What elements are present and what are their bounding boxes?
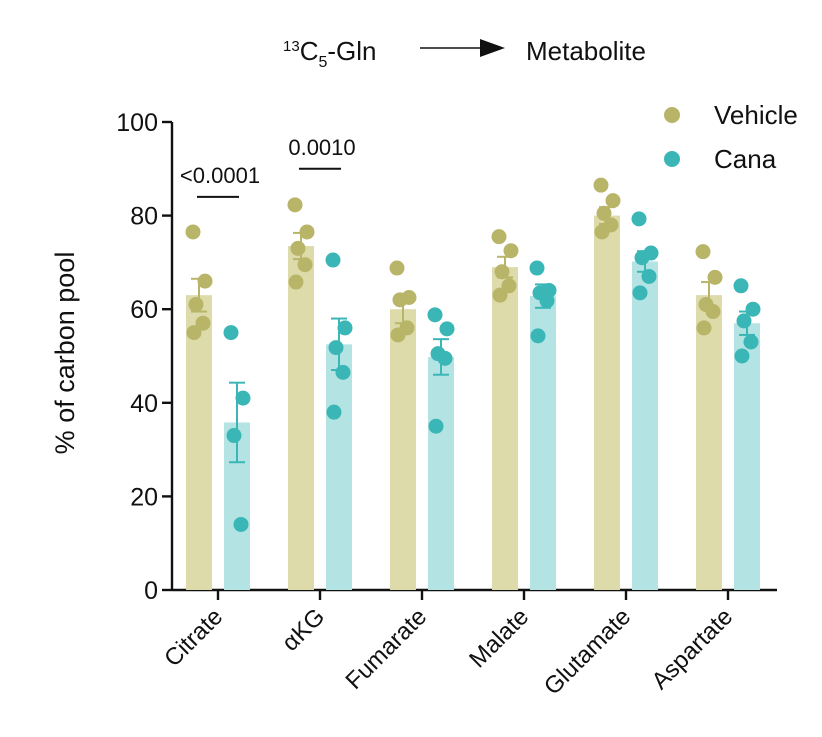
point-cana [335, 364, 351, 380]
bar-vehicle [288, 246, 314, 590]
bars [186, 215, 760, 590]
y-axis-label: % of carbon pool [50, 252, 80, 455]
point-vehicle [185, 224, 201, 240]
bar-cana [734, 323, 760, 590]
bar-cana [632, 261, 658, 590]
bar-vehicle [594, 215, 620, 590]
p-value-label: 0.0010 [288, 135, 355, 160]
x-tick-label: Aspartate [647, 603, 739, 695]
y-tick-label: 20 [130, 483, 158, 511]
legend-label-vehicle: Vehicle [714, 100, 798, 130]
x-tick-label: Malate [464, 603, 534, 673]
legend-swatch-vehicle [664, 107, 680, 123]
point-cana [437, 350, 453, 366]
point-cana [736, 313, 752, 329]
y-tick-label: 0 [144, 577, 158, 605]
point-vehicle [195, 315, 211, 331]
point-cana [328, 340, 344, 356]
point-cana [632, 285, 648, 301]
point-cana [235, 390, 251, 406]
x-tick-label: Fumarate [341, 603, 433, 695]
title-product: Metabolite [526, 36, 646, 66]
point-vehicle [501, 278, 517, 294]
point-vehicle [491, 229, 507, 245]
point-cana [325, 252, 341, 268]
point-cana [233, 516, 249, 532]
bar-vehicle [390, 309, 416, 590]
point-cana [428, 418, 444, 434]
legend-swatch-cana [664, 151, 680, 167]
point-cana [529, 260, 545, 276]
point-vehicle [593, 177, 609, 193]
point-cana [223, 325, 239, 341]
title-substrate: 13C5-Gln [283, 36, 377, 71]
point-vehicle [297, 257, 313, 273]
y-tick-label: 100 [116, 109, 158, 137]
bar-cana [530, 296, 556, 590]
arrow-right-icon [480, 39, 505, 57]
bar-vehicle [492, 267, 518, 590]
point-cana [634, 250, 650, 266]
legend-label-cana: Cana [714, 144, 777, 174]
point-cana [530, 328, 546, 344]
title-substrate-name: -Gln [327, 36, 376, 66]
y-tick-label: 40 [130, 390, 158, 418]
point-cana [427, 307, 443, 323]
title-element: C [300, 36, 319, 66]
point-vehicle [288, 274, 304, 290]
point-vehicle [594, 224, 610, 240]
point-vehicle [705, 304, 721, 320]
point-vehicle [503, 243, 519, 259]
point-vehicle [492, 287, 508, 303]
bar-vehicle [186, 295, 212, 590]
point-cana [631, 211, 647, 227]
title-subscript: 5 [318, 54, 327, 71]
point-cana [743, 334, 759, 350]
point-cana [337, 320, 353, 336]
bar-cana [326, 344, 352, 590]
y-tick-label: 80 [130, 203, 158, 231]
point-cana [733, 278, 749, 294]
p-value-label: <0.0001 [180, 163, 260, 188]
point-cana [439, 321, 455, 337]
point-vehicle [695, 244, 711, 260]
point-vehicle [287, 197, 303, 213]
chart-title: 13C5-Gln Metabolite [283, 36, 646, 71]
point-vehicle [389, 260, 405, 276]
error-bars [191, 206, 755, 464]
point-cana [539, 293, 555, 309]
y-tick-label: 60 [130, 296, 158, 324]
point-cana [226, 428, 242, 444]
significance-annotations: <0.0001 0.0010 [180, 135, 356, 198]
title-isotope: 13 [283, 38, 300, 55]
point-vehicle [696, 320, 712, 336]
x-tick-label: αKG [277, 603, 330, 656]
point-vehicle [605, 193, 621, 209]
point-cana [745, 301, 761, 317]
bar-cana [428, 356, 454, 590]
point-vehicle [188, 297, 204, 313]
bar-vehicle [696, 295, 722, 590]
x-tick-label: Citrate [159, 603, 228, 672]
x-tick-label: Glutamate [539, 603, 636, 700]
data-points [185, 177, 761, 532]
point-vehicle [390, 327, 406, 343]
legend: Vehicle Cana [664, 100, 798, 174]
point-vehicle [186, 325, 202, 341]
point-cana [734, 348, 750, 364]
point-cana [326, 404, 342, 420]
point-vehicle [197, 273, 213, 289]
point-vehicle [290, 240, 306, 256]
